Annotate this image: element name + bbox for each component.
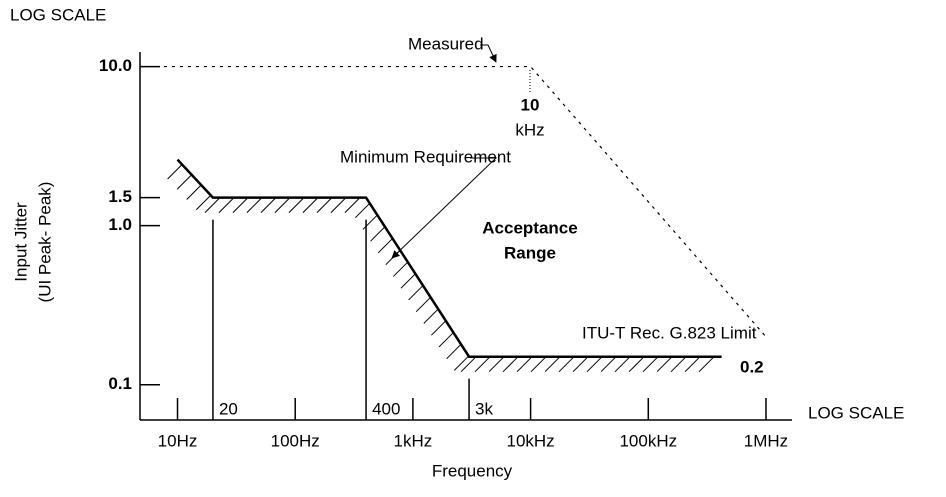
- hatch: [288, 198, 304, 213]
- marker-label: 20: [219, 399, 238, 418]
- y-tick-label: 0.1: [108, 374, 132, 393]
- hatch: [316, 198, 332, 213]
- hatch: [330, 198, 346, 213]
- marker-label: 400: [372, 399, 400, 418]
- hatch: [385, 250, 401, 266]
- top-scale-label: LOG SCALE: [10, 5, 106, 24]
- hatch: [176, 174, 192, 190]
- hatch: [656, 357, 672, 373]
- x-tick-label: 10kHz: [506, 431, 554, 450]
- hatch: [558, 357, 574, 373]
- hatch: [377, 238, 393, 254]
- region-label: Range: [504, 243, 556, 262]
- hatch: [516, 357, 532, 373]
- hatch: [698, 357, 714, 373]
- x-tick-label: 1kHz: [394, 431, 433, 450]
- limit-label: ITU-T Rec. G.823 Limit: [582, 323, 757, 342]
- x-tick-label: 100Hz: [271, 431, 320, 450]
- minimum-label: Minimum Requirement: [340, 147, 511, 166]
- hatch: [614, 357, 630, 373]
- hatch: [586, 357, 602, 373]
- hatch: [274, 198, 290, 213]
- marker-label: 3k: [475, 399, 493, 418]
- hatch: [488, 357, 504, 373]
- x-tick-label: 10Hz: [158, 431, 198, 450]
- hatch: [370, 226, 385, 242]
- y-axis-title: Input Jitter: [11, 202, 30, 282]
- y-axis-title: (UI Peak- Peak): [35, 182, 54, 303]
- hatch: [600, 357, 616, 373]
- hatch: [246, 198, 262, 213]
- y-tick-label: 10.0: [99, 56, 132, 75]
- hatch: [393, 262, 408, 277]
- region-label: Acceptance: [482, 218, 577, 237]
- measured-line: [140, 65, 767, 338]
- hatch: [446, 344, 461, 360]
- hatch: [362, 215, 378, 230]
- hatch: [460, 357, 476, 373]
- hatch: [431, 320, 446, 336]
- hatch: [218, 198, 234, 213]
- hatch: [670, 357, 686, 373]
- hatch: [232, 198, 248, 213]
- y-tick-label: 1.0: [108, 215, 132, 234]
- x-tick-label: 1MHz: [744, 431, 788, 450]
- hatch: [408, 285, 423, 301]
- hatch: [572, 357, 588, 373]
- hatch: [260, 198, 276, 213]
- x-scale-label: LOG SCALE: [808, 403, 904, 422]
- measured-label: Measured: [408, 34, 484, 53]
- minimum-line: [176, 158, 722, 358]
- hatch: [344, 198, 360, 213]
- end-value-label: 0.2: [740, 357, 764, 376]
- hatch: [167, 164, 182, 180]
- hatch: [642, 357, 658, 373]
- hatch: [400, 273, 416, 289]
- hatch: [684, 357, 700, 373]
- hatch: [530, 357, 546, 373]
- hatch: [474, 357, 490, 373]
- x-tick-label: 100kHz: [619, 431, 677, 450]
- corner-label: 10: [521, 95, 540, 114]
- hatch: [502, 357, 518, 373]
- hatch: [354, 203, 370, 219]
- hatch: [415, 297, 431, 313]
- hatch: [453, 356, 469, 371]
- hatch: [423, 309, 439, 324]
- hatch: [628, 357, 644, 373]
- y-tick-label: 1.5: [108, 187, 132, 206]
- x-axis-title: Frequency: [432, 461, 513, 480]
- arrow: [391, 157, 498, 259]
- hatch: [186, 185, 202, 200]
- hatch: [544, 357, 560, 373]
- hatch: [302, 198, 318, 213]
- corner-unit: kHz: [515, 120, 544, 139]
- hatch: [204, 198, 220, 213]
- arrow: [480, 44, 497, 63]
- hatch: [438, 332, 454, 348]
- hatch: [195, 195, 211, 211]
